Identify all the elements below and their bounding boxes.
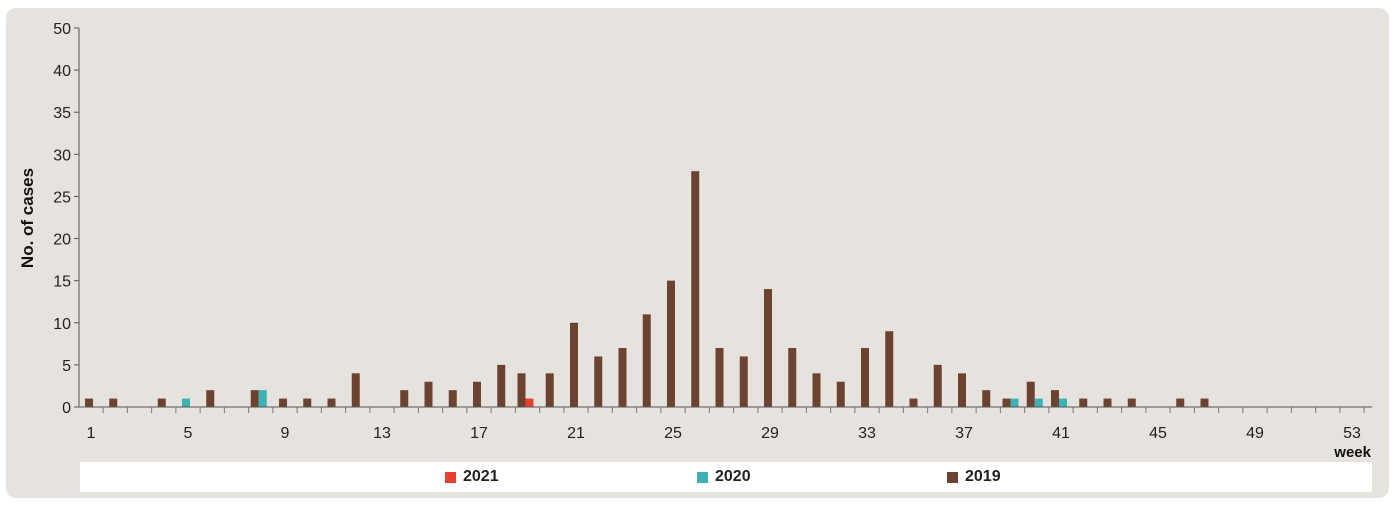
bar-2020-week-5 <box>182 398 190 407</box>
y-axis-title: No. of cases <box>18 168 37 268</box>
legend-swatch <box>445 471 456 483</box>
bar-2019-week-42 <box>1079 398 1088 407</box>
bar-2019-week-20 <box>545 373 554 407</box>
x-tick-label: 17 <box>470 425 488 442</box>
bar-2019-week-4 <box>157 398 166 407</box>
bar-2019-week-1 <box>85 398 93 407</box>
bar-2019-week-21 <box>570 322 578 407</box>
bar-2019-week-33 <box>861 348 869 407</box>
legend-item-2019: 2019 <box>947 468 1001 486</box>
y-tick-label: 30 <box>53 147 71 164</box>
bar-2019-week-41 <box>1051 390 1059 407</box>
bar-2019-week-18 <box>497 364 506 407</box>
y-tick-label: 25 <box>53 189 71 206</box>
bar-2019-week-19 <box>517 373 526 407</box>
bar-2019-week-17 <box>473 381 481 407</box>
y-tick-label: 0 <box>62 400 71 417</box>
bar-2019-week-15 <box>424 381 433 407</box>
bar-2019-week-9 <box>279 398 287 407</box>
x-axis-title: week <box>1333 444 1371 461</box>
legend-label: 2020 <box>715 468 751 485</box>
legend-label: 2021 <box>463 468 499 485</box>
y-tick-label: 15 <box>53 274 71 291</box>
bar-2019-week-10 <box>303 398 312 407</box>
bar-2019-week-31 <box>812 373 821 407</box>
legend-item-2021: 2021 <box>445 468 499 486</box>
x-tick-label: 13 <box>373 425 391 442</box>
bar-2019-week-47 <box>1200 398 1209 407</box>
bar-2019-week-6 <box>206 390 215 407</box>
bar-2019-week-25 <box>667 280 675 407</box>
bar-2020-week-8 <box>258 390 267 407</box>
bar-2019-week-34 <box>885 331 894 407</box>
bar-2020-week-41 <box>1059 398 1067 407</box>
bar-2019-week-24 <box>642 314 651 407</box>
bar-2019-week-2 <box>109 398 118 407</box>
x-tick-label: 45 <box>1149 425 1167 442</box>
bar-2019-week-30 <box>788 348 797 407</box>
bar-2019-week-22 <box>594 356 603 407</box>
y-tick-label: 35 <box>53 105 71 122</box>
bar-2019-week-26 <box>691 171 700 407</box>
bar-2019-week-44 <box>1127 398 1136 407</box>
y-tick-label: 50 <box>53 21 71 38</box>
bar-2019-week-14 <box>400 390 409 407</box>
bar-2019-week-16 <box>448 390 457 407</box>
bar-2020-week-40 <box>1034 398 1043 407</box>
y-tick-label: 20 <box>53 232 71 249</box>
x-tick-label: 33 <box>858 425 876 442</box>
bar-2021-week-19 <box>525 398 534 407</box>
x-tick-label: 25 <box>664 425 682 442</box>
chart-axes <box>74 27 1372 413</box>
bar-2019-week-36 <box>933 364 942 407</box>
x-tick-label: 29 <box>761 425 779 442</box>
y-tick-label: 40 <box>53 63 71 80</box>
legend-item-2020: 2020 <box>697 468 751 486</box>
bar-2019-week-8 <box>250 390 259 407</box>
chart-bars <box>85 171 1209 407</box>
legend-swatch <box>697 471 708 483</box>
bar-2019-week-43 <box>1103 398 1112 407</box>
bar-2019-week-32 <box>836 381 845 407</box>
bar-2020-week-39 <box>1010 398 1019 407</box>
bar-2019-week-28 <box>739 356 748 407</box>
x-tick-label: 5 <box>184 425 193 442</box>
bar-2019-week-27 <box>715 348 724 407</box>
y-tick-label: 10 <box>53 316 71 333</box>
x-tick-label: 49 <box>1246 425 1264 442</box>
bar-2019-week-38 <box>982 390 991 407</box>
x-tick-label: 41 <box>1052 425 1070 442</box>
x-tick-label: 1 <box>87 425 96 442</box>
bar-2019-week-11 <box>327 398 336 407</box>
bar-2019-week-35 <box>909 398 918 407</box>
bar-2019-week-23 <box>618 348 627 407</box>
bar-2019-week-29 <box>764 289 772 407</box>
chart-legend: 2021 2020 2019 <box>80 462 1372 492</box>
y-tick-label: 5 <box>62 358 71 375</box>
bar-2019-week-12 <box>351 373 360 407</box>
x-tick-label: 37 <box>955 425 973 442</box>
x-tick-label: 9 <box>281 425 290 442</box>
legend-label: 2019 <box>965 468 1001 485</box>
legend-swatch <box>947 471 958 483</box>
bar-2019-week-46 <box>1176 398 1185 407</box>
bar-2019-week-40 <box>1026 381 1035 407</box>
x-tick-label: 21 <box>567 425 585 442</box>
bar-2019-week-39 <box>1002 398 1011 407</box>
x-tick-label: 53 <box>1343 425 1361 442</box>
bar-2019-week-37 <box>958 373 966 407</box>
